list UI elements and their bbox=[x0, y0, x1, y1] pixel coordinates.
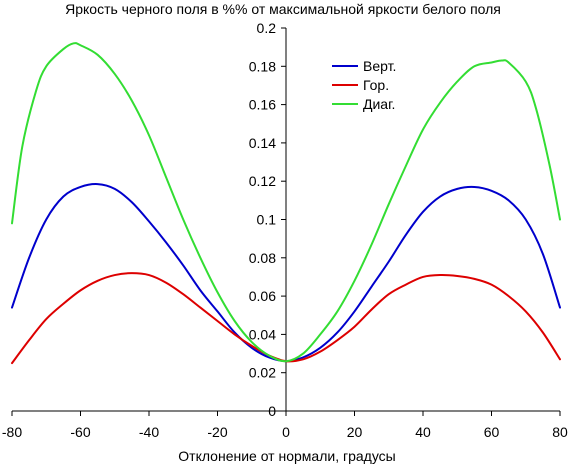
legend-label: Верт. bbox=[363, 58, 396, 74]
y-tick-label: 0.16 bbox=[249, 97, 276, 113]
x-tick-label: 0 bbox=[282, 424, 290, 440]
series-group bbox=[11, 42, 561, 365]
chart-title: Яркость черного поля в %% от максимально… bbox=[65, 1, 501, 17]
x-tick-label: 20 bbox=[347, 424, 363, 440]
x-tick-label: -40 bbox=[139, 424, 159, 440]
x-tick-label: 80 bbox=[552, 424, 568, 440]
y-tick-label: 0 bbox=[268, 403, 276, 419]
x-tick-label: 60 bbox=[484, 424, 500, 440]
x-tick-label: 40 bbox=[415, 424, 431, 440]
x-axis-label: Отклонение от нормали, градусы bbox=[178, 448, 395, 464]
legend-label: Гор. bbox=[363, 77, 389, 93]
y-tick-label: 0.12 bbox=[249, 173, 276, 189]
x-tick-label: -20 bbox=[207, 424, 227, 440]
y-tick-label: 0.04 bbox=[249, 326, 276, 342]
y-tick-label: 0.1 bbox=[257, 212, 277, 228]
y-tick-label: 0.14 bbox=[249, 135, 276, 151]
y-tick-label: 0.06 bbox=[249, 288, 276, 304]
y-tick-label: 0.02 bbox=[249, 365, 276, 381]
x-tick-label: -80 bbox=[2, 424, 22, 440]
series-line-3 bbox=[11, 42, 561, 363]
legend: Верт. Гор. Диаг. bbox=[332, 58, 396, 112]
legend-label: Диаг. bbox=[363, 96, 395, 112]
y-tick-label: 0.18 bbox=[249, 58, 276, 74]
axes: -80 -60 -40 -20 0 20 40 60 80 0 0.02 0.04 0.06 0.08 0.… bbox=[2, 20, 568, 440]
y-tick-label: 0.2 bbox=[257, 20, 277, 36]
y-tick-label: 0.08 bbox=[249, 250, 276, 266]
x-tick-label: -60 bbox=[70, 424, 90, 440]
